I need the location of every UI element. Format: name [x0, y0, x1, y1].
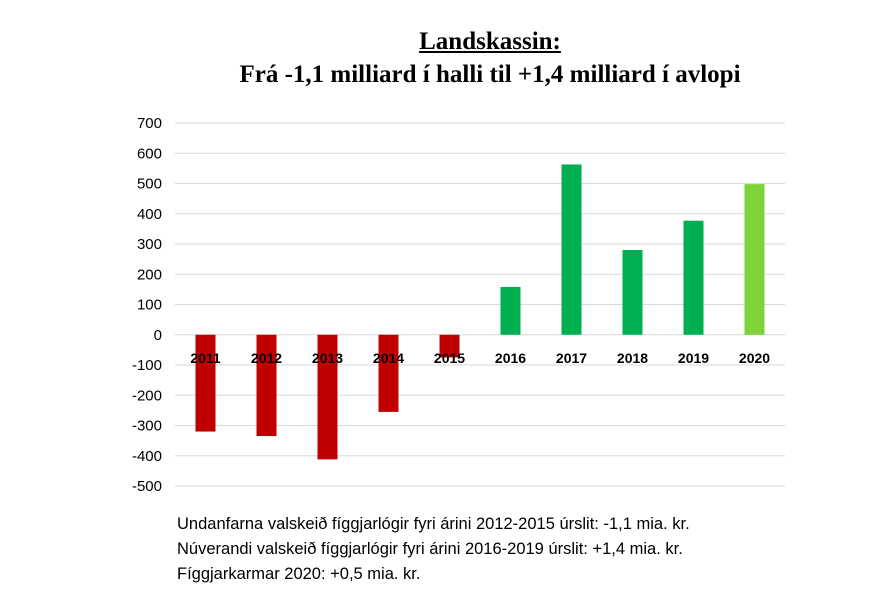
y-tick-label: -400 — [132, 448, 162, 465]
x-tick-label: 2020 — [739, 350, 770, 366]
chart-title: Landskassin: — [419, 28, 561, 55]
note-previous-term: Undanfarna valskeið fíggjarlógir fyri ár… — [177, 515, 690, 533]
y-tick-label: -500 — [132, 478, 162, 495]
y-tick-label: 100 — [137, 297, 162, 314]
note-current-term: Núverandi valskeið fíggjarlógir fyri ári… — [177, 540, 683, 558]
bar-2020 — [744, 184, 765, 335]
y-tick-label: 300 — [137, 236, 162, 253]
y-tick-label: -200 — [132, 387, 162, 404]
y-tick-label: -300 — [132, 418, 162, 435]
y-tick-label: 200 — [137, 266, 162, 283]
y-tick-label: 0 — [154, 327, 162, 344]
bar-2011 — [195, 334, 216, 432]
x-tick-label: 2015 — [434, 350, 465, 366]
bar-2012 — [256, 334, 277, 437]
bar-2018 — [622, 250, 643, 335]
x-tick-label: 2018 — [617, 350, 648, 366]
x-tick-label: 2019 — [678, 350, 709, 366]
chart-header: Landskassin: Frá -1,1 milliard í halli t… — [150, 26, 830, 92]
y-tick-label: 700 — [137, 115, 162, 132]
x-tick-label: 2011 — [190, 350, 221, 366]
chart-notes: Undanfarna valskeið fíggjarlógir fyri ár… — [177, 512, 690, 587]
x-tick-label: 2016 — [495, 350, 526, 366]
x-tick-label: 2012 — [251, 350, 282, 366]
note-budget-2020: Fíggjarkarmar 2020: +0,5 mia. kr. — [177, 565, 421, 583]
y-tick-label: 500 — [137, 176, 162, 193]
x-tick-label: 2014 — [373, 350, 404, 366]
bar-2015 — [439, 334, 460, 358]
y-tick-label: -100 — [132, 357, 162, 374]
y-tick-label: 400 — [137, 206, 162, 223]
x-tick-label: 2017 — [556, 350, 587, 366]
x-tick-label: 2013 — [312, 350, 343, 366]
bar-2019 — [683, 220, 704, 335]
chart-subtitle: Frá -1,1 milliard í halli til +1,4 milli… — [239, 61, 741, 88]
bar-2014 — [378, 334, 399, 412]
bar-2017 — [561, 164, 582, 335]
bar-2013 — [317, 334, 338, 460]
y-tick-label: 600 — [137, 145, 162, 162]
bar-2016 — [500, 286, 521, 335]
